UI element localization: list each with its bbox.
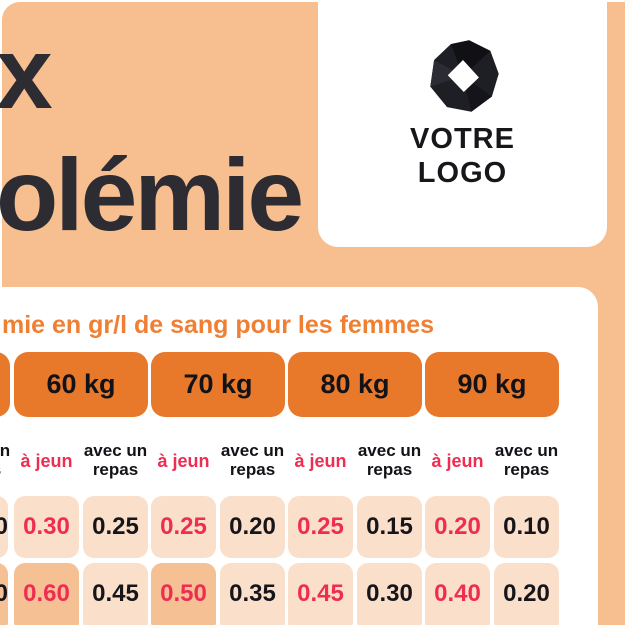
value-cell-meal: 0.20 <box>494 563 559 625</box>
value-cell-fasting: 0.30 <box>14 496 79 558</box>
value-cell-fasting: 0.45 <box>288 563 353 625</box>
value-cell-fasting: 0.40 <box>425 563 490 625</box>
value-cell-fasting: 0.25 <box>151 496 216 558</box>
weight-header-60kg: 60 kg <box>14 352 148 417</box>
poster-title: x olémie <box>0 12 304 256</box>
value-cell-meal: 0.15 <box>357 496 422 558</box>
logo-card: VOTRE LOGO <box>318 0 607 247</box>
brand-name-line2: LOGO <box>417 157 508 189</box>
subheader-fasting: à jeun <box>157 451 210 471</box>
value-cell-partial: 0 <box>0 563 8 625</box>
weight-header-partial <box>0 352 10 417</box>
value-cell-meal: 0.20 <box>220 496 285 558</box>
subheader-fasting: à jeun <box>294 451 347 471</box>
poster-title-line1: x <box>0 16 53 130</box>
subheader-meal: avec un repas <box>83 441 148 479</box>
brand-name: VOTRE LOGO <box>318 122 607 190</box>
value-cell-meal: 0.35 <box>220 563 285 625</box>
weight-header-90kg: 90 kg <box>425 352 559 417</box>
weight-header-80kg: 80 kg <box>288 352 422 417</box>
subheader-meal-partial: avec un repas <box>0 441 11 479</box>
brand-name-line1: VOTRE <box>410 123 515 155</box>
weight-header-70kg: 70 kg <box>151 352 285 417</box>
subheader-meal: avec un repas <box>357 441 422 479</box>
value-cell-fasting: 0.20 <box>425 496 490 558</box>
subheader-meal: avec un repas <box>220 441 285 479</box>
value-cell-fasting: 0.60 <box>14 563 79 625</box>
value-cell-meal: 0.25 <box>83 496 148 558</box>
value-cell-meal: 0.45 <box>83 563 148 625</box>
value-cell-fasting: 0.50 <box>151 563 216 625</box>
value-cell-meal: 0.10 <box>494 496 559 558</box>
value-cell-meal: 0.30 <box>357 563 422 625</box>
subheader-fasting: à jeun <box>20 451 73 471</box>
value-cell-fasting: 0.25 <box>288 496 353 558</box>
subheader-fasting: à jeun <box>431 451 484 471</box>
poster-title-line2: olémie <box>0 138 304 252</box>
value-cell-partial: 0 <box>0 496 8 558</box>
subheader-meal: avec un repas <box>494 441 559 479</box>
brand-pinwheel-logo-icon <box>430 40 499 112</box>
table-heading: mie en gr/l de sang pour les femmes <box>2 311 435 339</box>
